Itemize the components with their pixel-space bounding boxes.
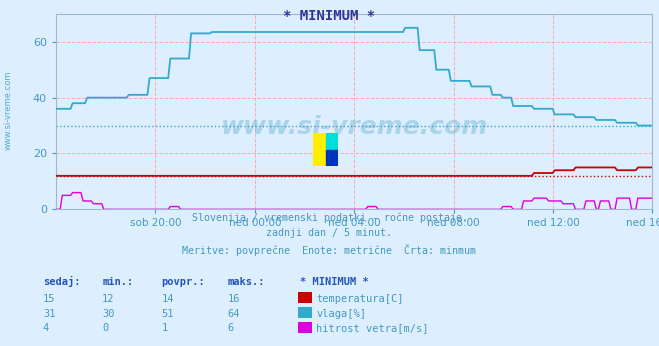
- Text: www.si-vreme.com: www.si-vreme.com: [3, 71, 13, 151]
- Text: hitrost vetra[m/s]: hitrost vetra[m/s]: [316, 324, 429, 334]
- Text: Slovenija / vremenski podatki - ročne postaje.
zadnji dan / 5 minut.
Meritve: po: Slovenija / vremenski podatki - ročne po…: [183, 213, 476, 256]
- Text: 14: 14: [161, 294, 174, 304]
- Text: vlaga[%]: vlaga[%]: [316, 309, 366, 319]
- Text: 6: 6: [227, 324, 233, 334]
- Text: 31: 31: [43, 309, 55, 319]
- Bar: [326, 149, 338, 166]
- Text: 0: 0: [102, 324, 108, 334]
- Text: 64: 64: [227, 309, 240, 319]
- Text: 16: 16: [227, 294, 240, 304]
- Text: 1: 1: [161, 324, 167, 334]
- Text: 30: 30: [102, 309, 115, 319]
- Text: * MINIMUM *: * MINIMUM *: [283, 9, 376, 22]
- Text: * MINIMUM *: * MINIMUM *: [300, 277, 368, 288]
- Text: 4: 4: [43, 324, 49, 334]
- Bar: [313, 133, 326, 166]
- Text: sedaj:: sedaj:: [43, 276, 80, 288]
- Text: 15: 15: [43, 294, 55, 304]
- Text: 51: 51: [161, 309, 174, 319]
- Text: min.:: min.:: [102, 277, 133, 288]
- Text: www.si-vreme.com: www.si-vreme.com: [221, 115, 488, 139]
- Text: 12: 12: [102, 294, 115, 304]
- Text: maks.:: maks.:: [227, 277, 265, 288]
- Text: povpr.:: povpr.:: [161, 277, 205, 288]
- Text: temperatura[C]: temperatura[C]: [316, 294, 404, 304]
- Bar: [326, 133, 338, 149]
